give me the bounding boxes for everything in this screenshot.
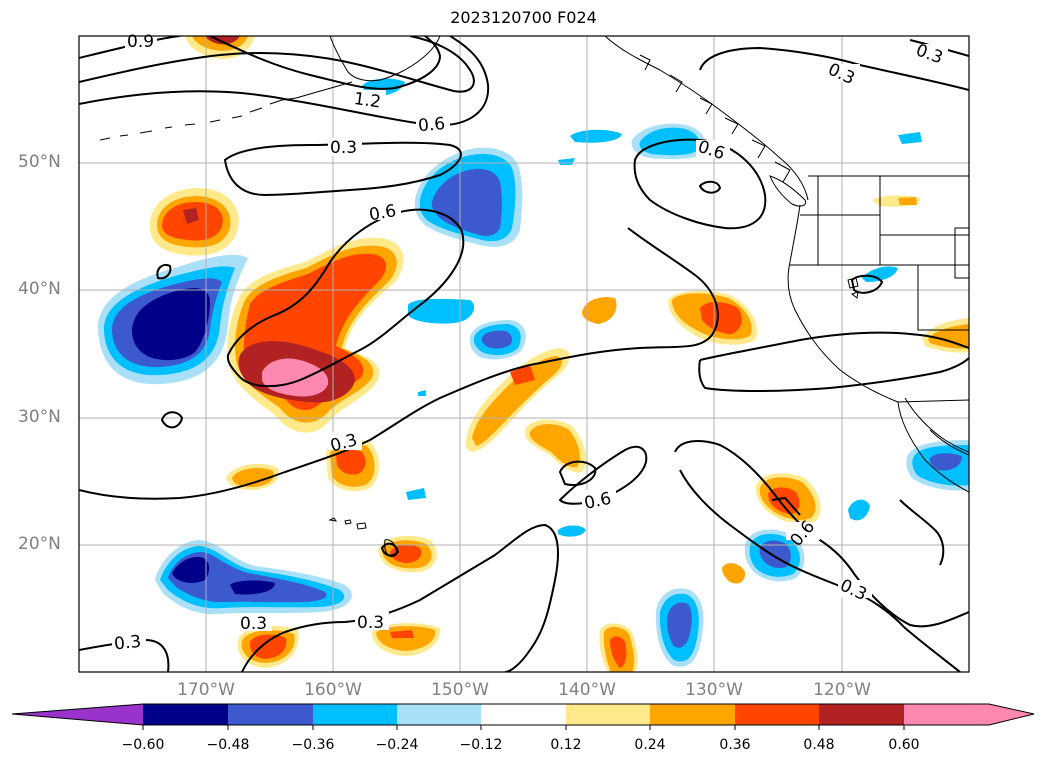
contour-label: 0.6 — [582, 489, 613, 514]
anomaly-patch-positive — [524, 419, 586, 473]
contour-label: 0.3 — [357, 613, 384, 633]
lon-label: 140°W — [558, 680, 616, 700]
anomaly-patch-positive — [372, 623, 441, 656]
anomaly-patch-negative — [418, 390, 426, 396]
contour-label: 1.2 — [353, 89, 383, 113]
country-borders — [790, 175, 969, 403]
coastlines — [99, 36, 969, 558]
anomaly-patch-negative — [469, 320, 526, 360]
anomaly-patch-positive — [465, 348, 570, 452]
contour-label: 0.6 — [417, 114, 446, 136]
colorbar-segment — [228, 704, 313, 725]
anomaly-patch-positive — [582, 297, 617, 324]
anomaly-patch-positive — [149, 187, 239, 256]
anomaly-patch-negative — [848, 499, 870, 521]
colorbar-segment — [650, 704, 735, 725]
anomaly-patch-negative — [408, 298, 475, 324]
colorbar-segment — [397, 704, 481, 725]
contour-label: 0.3 — [240, 614, 267, 634]
colorbar-segment — [904, 704, 989, 725]
anomaly-patch-negative — [906, 440, 969, 491]
contour-label: 0.6 — [368, 201, 398, 225]
contour-label: 0.3 — [330, 138, 357, 158]
lat-label: 20°N — [18, 534, 61, 554]
contour-label: 0.9 — [127, 32, 154, 52]
colorbar-tick-label: 0.48 — [803, 737, 835, 753]
lon-label: 120°W — [813, 680, 871, 700]
map-frame — [78, 35, 970, 673]
anomaly-patch-negative — [406, 488, 426, 500]
colorbar-tick-label: 0.60 — [888, 737, 920, 753]
colorbar-extend-left — [12, 704, 143, 725]
colorbar-tick-label: 0.24 — [634, 737, 666, 753]
colorbar-tick-label: −0.60 — [121, 737, 165, 753]
lon-label: 130°W — [685, 680, 743, 700]
colorbar-segment — [819, 704, 904, 725]
anomaly-patch-positive — [237, 625, 299, 668]
colorbar-tick-label: −0.36 — [291, 737, 335, 753]
anomaly-patch-negative — [155, 540, 352, 615]
lat-label: 50°N — [18, 152, 61, 172]
colorbar-tick-label: −0.48 — [206, 737, 250, 753]
contour-lines — [79, 36, 969, 672]
colorbar-tick-label: −0.24 — [375, 737, 419, 753]
anomaly-patch-positive — [668, 290, 758, 345]
lon-label: 160°W — [304, 680, 362, 700]
colorbar-tick-label: 0.36 — [719, 737, 751, 753]
anomaly-patch-positive — [755, 473, 821, 525]
colorbar-extend-right — [989, 704, 1034, 725]
anomaly-patch-negative — [97, 254, 248, 385]
anomaly-patch-negative — [898, 132, 922, 144]
anomaly-patch-positive — [599, 623, 638, 672]
colorbar-segment — [735, 704, 819, 725]
anomaly-patch-negative — [558, 158, 575, 165]
lon-label: 150°W — [431, 680, 489, 700]
lat-label: 40°N — [18, 279, 61, 299]
anomaly-patch-positive — [872, 195, 921, 207]
anomaly-patch-positive — [722, 563, 746, 584]
anomaly-patch-negative — [414, 147, 523, 247]
anomaly-patch-negative — [655, 588, 704, 667]
colorbar-tick-label: 0.12 — [550, 737, 582, 753]
anomaly-patch-positive — [227, 237, 404, 433]
colorbar-segment — [481, 704, 566, 725]
contour-label: 0.3 — [113, 632, 142, 655]
anomaly-patch-negative — [570, 129, 622, 143]
lat-label: 30°N — [18, 407, 61, 427]
anomaly-patch-negative — [558, 525, 586, 537]
anomaly-patch-negative — [862, 266, 898, 282]
colorbar-tick-label: −0.12 — [459, 737, 503, 753]
anomaly-patch-positive — [226, 463, 279, 490]
contour-label-backgrounds — [112, 36, 948, 650]
colorbar-segment — [313, 704, 397, 725]
anomaly-patch-positive — [922, 318, 969, 353]
colorbar — [11, 703, 1035, 730]
colorbar-segment — [143, 704, 228, 725]
colorbar-segment — [566, 704, 650, 725]
lon-label: 170°W — [177, 680, 235, 700]
map-title: 2023120700 F024 — [450, 8, 597, 27]
